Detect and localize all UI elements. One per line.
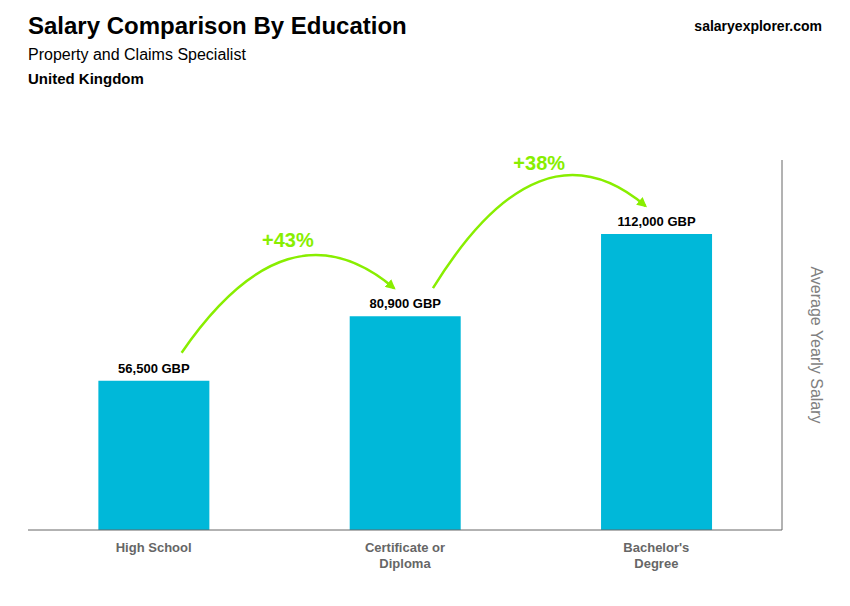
svg-text:Certificate orDiploma: Certificate orDiploma (365, 540, 445, 571)
svg-text:112,000 GBP: 112,000 GBP (618, 214, 696, 229)
svg-text:+43%: +43% (262, 229, 314, 251)
svg-text:56,500 GBP: 56,500 GBP (118, 361, 190, 376)
svg-text:Average Yearly Salary: Average Yearly Salary (808, 266, 825, 423)
html-text:Salary Comparison By Education: Salary Comparison By Education (28, 12, 407, 39)
svg-text:Bachelor'sDegree: Bachelor'sDegree (623, 540, 689, 571)
svg-text:80,900 GBP: 80,900 GBP (369, 296, 441, 311)
svg-text:+38%: +38% (513, 152, 565, 174)
html-text:United Kingdom: United Kingdom (28, 70, 144, 87)
html-text:salaryexplorer.com: salaryexplorer.com (694, 18, 822, 34)
html-text:Property and Claims Specialist: Property and Claims Specialist (28, 46, 246, 63)
svg-text:High School: High School (116, 540, 192, 555)
